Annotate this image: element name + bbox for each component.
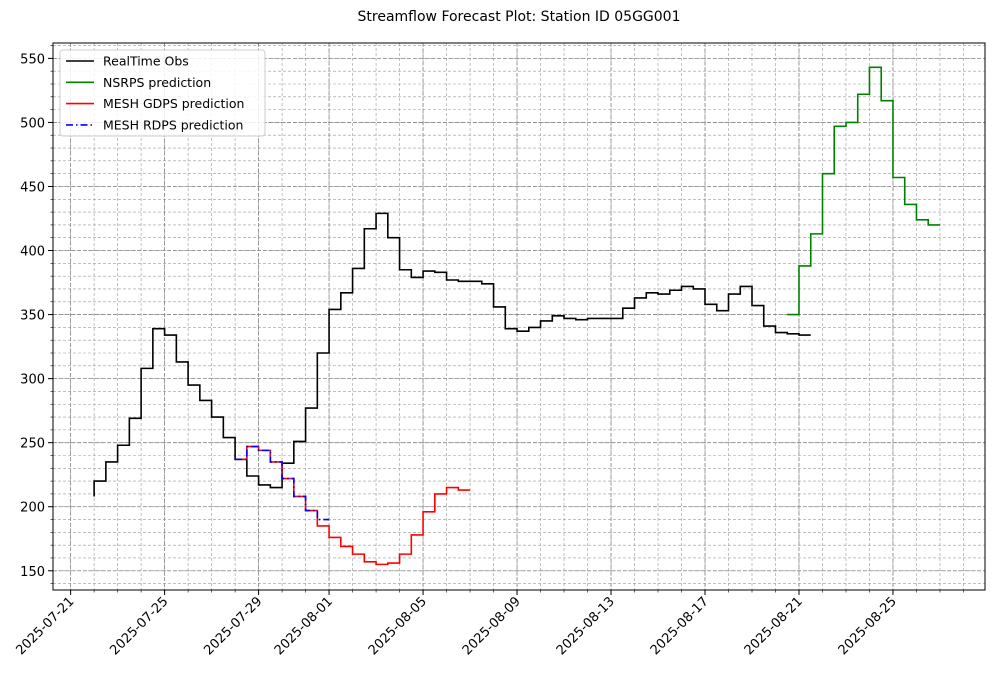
y-tick-label: 550: [20, 52, 45, 67]
legend-label: RealTime Obs: [103, 54, 189, 69]
x-tick-label: 2025-08-09: [460, 594, 524, 658]
x-tick-label: 2025-08-01: [272, 594, 336, 658]
x-tick-label: 2025-07-25: [107, 594, 171, 658]
x-tick-label: 2025-08-05: [366, 594, 430, 658]
x-tick-label: 2025-07-21: [13, 594, 77, 658]
x-tick-label: 2025-08-13: [554, 594, 618, 658]
x-tick-label: 2025-08-17: [648, 594, 712, 658]
legend-label: NSRPS prediction: [103, 75, 211, 90]
y-tick-label: 250: [20, 437, 45, 452]
plot-lines: [93, 66, 940, 566]
axes: 150 200 250 300 350 400 450 500 550 2025-07-21 202…: [13, 45, 964, 658]
chart-title: Streamflow Forecast Plot: Station ID 05G…: [358, 9, 681, 25]
legend-label: MESH GDPS prediction: [103, 96, 244, 111]
series-line: [787, 66, 940, 316]
series-line: [235, 445, 330, 521]
legend: RealTime Obs NSRPS prediction MESH GDPS pr…: [59, 49, 266, 137]
x-tick-label: 2025-07-29: [201, 594, 265, 658]
y-tick-label: 200: [20, 501, 45, 516]
y-tick-label: 300: [20, 373, 45, 388]
y-tick-label: 350: [20, 309, 45, 324]
y-tick-label: 150: [20, 565, 45, 580]
y-tick-label: 400: [20, 245, 45, 260]
x-tick-label: 2025-08-25: [836, 594, 900, 658]
series-line: [93, 212, 811, 497]
y-tick-label: 450: [20, 180, 45, 195]
y-tick-label: 500: [20, 116, 45, 131]
grid: [53, 43, 985, 590]
x-tick-label: 2025-08-21: [742, 594, 806, 658]
legend-box: [59, 49, 266, 137]
plot-frame: [52, 42, 986, 591]
legend-label: MESH RDPS prediction: [103, 117, 243, 132]
